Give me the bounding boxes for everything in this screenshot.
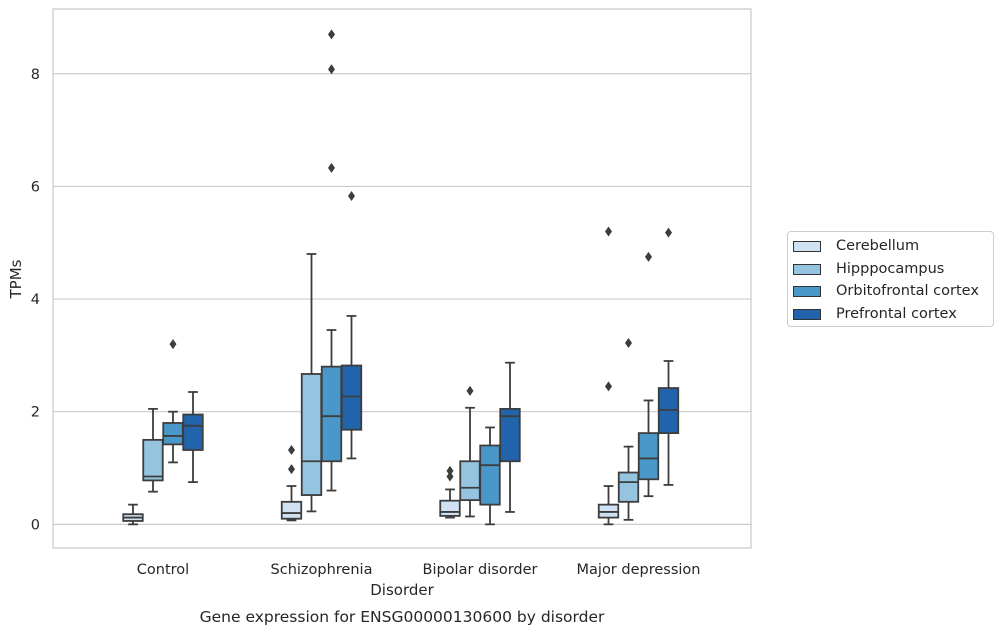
box-group [182, 391, 204, 484]
outlier-point [645, 251, 652, 262]
legend-label-prefrontal-cortex: Prefrontal cortex [836, 306, 957, 323]
box [479, 444, 501, 506]
legend-swatch-orbitofrontal-cortex [793, 286, 821, 298]
outlier-point [665, 227, 672, 238]
box-group [657, 227, 680, 486]
axis-labels: 0 2 4 6 8 Control Schizophrenia Bipolar disorde… [31, 67, 701, 578]
box [459, 460, 481, 502]
box [280, 500, 303, 520]
box-marks [122, 29, 680, 526]
box-group [320, 29, 343, 492]
box-group [122, 503, 144, 526]
outlier-point [288, 445, 295, 455]
legend: Cerebellum Hipppocampus Orbitofrontal co… [787, 231, 994, 327]
y-tick-label: 2 [31, 405, 40, 421]
x-tick-label: Control [137, 562, 189, 578]
legend-item-cerebellum: Cerebellum [788, 236, 993, 259]
outlier-point [328, 29, 335, 40]
legend-label-orbitofrontal-cortex: Orbitofrontal cortex [836, 283, 979, 300]
plot-area-frame [52, 8, 752, 549]
box-group [439, 465, 461, 519]
box-group [459, 385, 481, 518]
box-group [142, 407, 164, 493]
outlier-point [466, 385, 474, 396]
box-group [617, 337, 640, 521]
box-group [637, 251, 660, 498]
legend-swatch-cerebellum [793, 241, 821, 252]
legend-item-prefrontal-cortex: Prefrontal cortex [788, 304, 993, 327]
chart-caption: Gene expression for ENSG00000130600 by d… [200, 608, 605, 626]
outlier-point [446, 471, 454, 482]
legend-label-hipppocampus: Hipppocampus [836, 260, 945, 277]
outlier-point [328, 64, 335, 75]
y-tick-label: 6 [31, 179, 40, 195]
y-tick-label: 0 [31, 517, 40, 533]
box [320, 365, 343, 463]
legend-label-cerebellum: Cerebellum [836, 238, 920, 254]
box [637, 432, 660, 481]
box [142, 438, 164, 482]
box [439, 499, 461, 517]
box-group [300, 253, 323, 513]
box [617, 471, 640, 503]
outlier-point [348, 190, 355, 201]
outlier-point [169, 339, 177, 350]
box [182, 413, 204, 451]
legend-swatch-hipppocampus [793, 263, 821, 275]
outlier-point [288, 464, 295, 475]
outlier-point [605, 381, 612, 392]
legend-swatch-prefrontal-cortex [793, 309, 821, 321]
box-group [499, 361, 521, 513]
outlier-point [625, 337, 632, 348]
y-tick-label: 4 [31, 292, 40, 308]
y-tick-label: 8 [31, 67, 40, 83]
outlier-point [328, 162, 335, 173]
box-group [340, 190, 363, 460]
legend-item-orbitofrontal-cortex: Orbitofrontal cortex [788, 281, 993, 304]
box [162, 422, 184, 446]
box-group [162, 339, 184, 464]
box-group [597, 226, 620, 526]
legend-item-hipppocampus: Hipppocampus [788, 259, 993, 282]
x-tick-label: Bipolar disorder [423, 562, 538, 578]
x-axis-label: Disorder [370, 581, 434, 599]
x-tick-label: Major depression [577, 562, 701, 578]
outlier-point [605, 226, 612, 237]
box [340, 364, 363, 431]
box [499, 407, 521, 463]
outlier-point [446, 465, 454, 476]
box [300, 373, 323, 496]
x-tick-label: Schizophrenia [271, 562, 373, 578]
box-group [479, 426, 501, 526]
box-group [280, 445, 303, 522]
y-axis-label: TPMs [7, 259, 25, 299]
